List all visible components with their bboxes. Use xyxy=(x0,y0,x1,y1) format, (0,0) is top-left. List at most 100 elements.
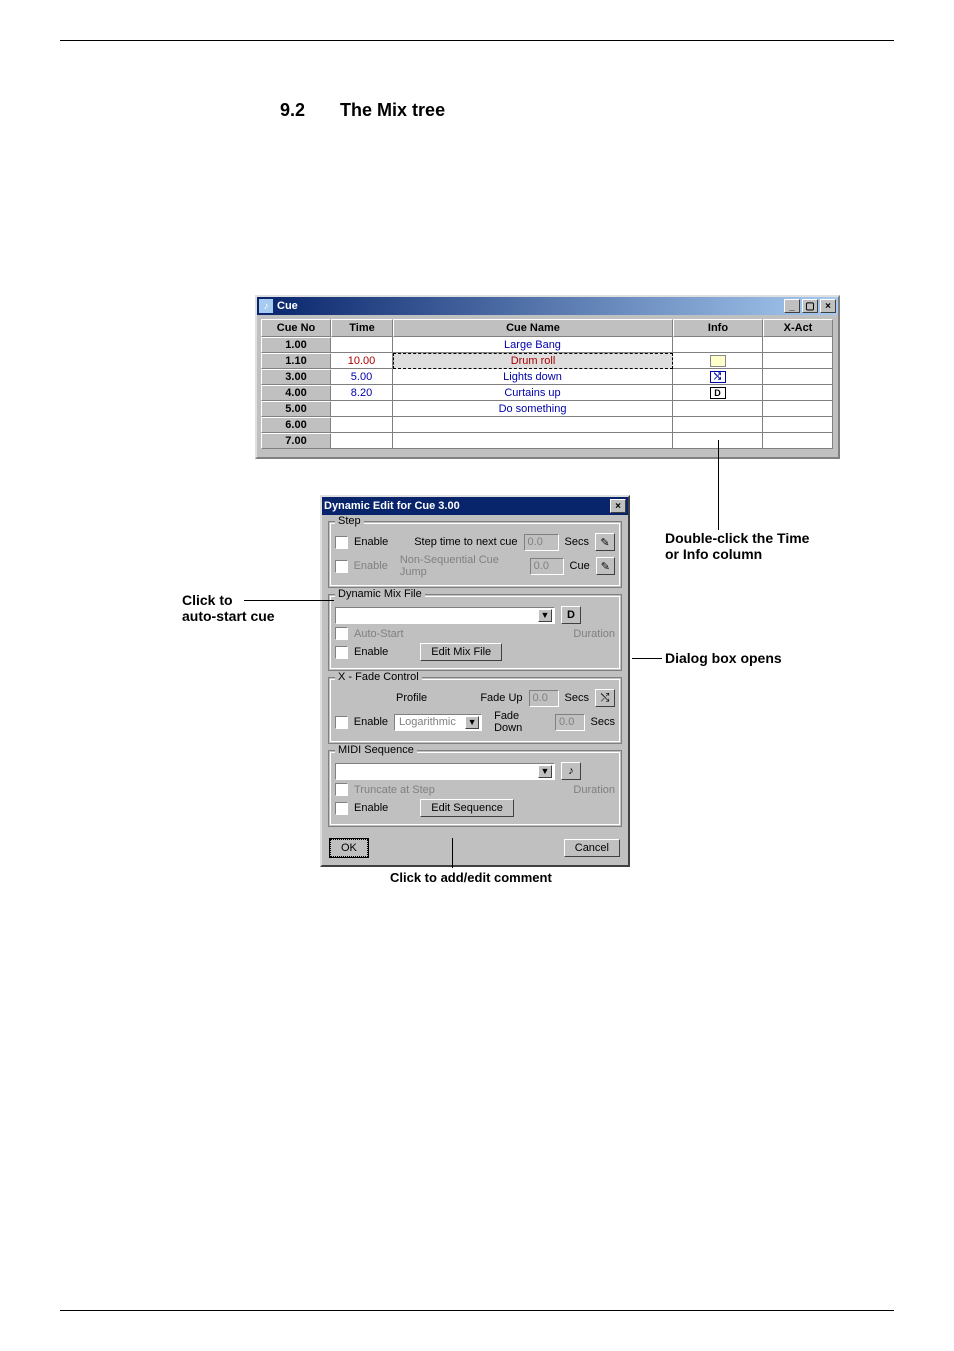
dynmix-enable-checkbox[interactable] xyxy=(335,646,348,659)
close-button[interactable]: × xyxy=(820,299,836,313)
midi-side-icon[interactable]: ♪ xyxy=(561,762,581,780)
dynmix-duration-label: Duration xyxy=(573,628,615,640)
row-header[interactable]: 3.00 xyxy=(261,369,331,385)
cell-cue-name[interactable]: Drum roll xyxy=(393,353,673,369)
annot-double-click-line2: or Info column xyxy=(665,546,809,562)
annot-double-click-line1: Double-click the Time xyxy=(665,530,809,546)
cell-xact[interactable] xyxy=(763,337,833,353)
section-heading: 9.2 The Mix tree xyxy=(280,100,445,121)
midi-legend: MIDI Sequence xyxy=(335,744,417,756)
cell-info[interactable] xyxy=(673,353,763,369)
nonseq-input[interactable]: 0.0 xyxy=(530,558,564,575)
cancel-button[interactable]: Cancel xyxy=(564,839,620,857)
cell-cue-name[interactable]: Large Bang xyxy=(393,337,673,353)
cell-info[interactable] xyxy=(673,417,763,433)
maximize-button[interactable]: ▢ xyxy=(802,299,818,313)
fade-up-input[interactable]: 0.0 xyxy=(529,690,559,707)
cell-time[interactable]: 8.20 xyxy=(331,385,393,401)
dialog-actions: OK Cancel xyxy=(322,833,628,865)
row-header[interactable]: 7.00 xyxy=(261,433,331,449)
step-enable-checkbox[interactable] xyxy=(335,536,348,549)
nonseq-label: Non-Sequential Cue Jump xyxy=(400,554,524,578)
xfade-side-icon[interactable]: ⤭ xyxy=(595,689,615,707)
connector-dialog-opens xyxy=(632,658,662,659)
cell-cue-name[interactable]: Lights down xyxy=(393,369,673,385)
cell-xact[interactable] xyxy=(763,401,833,417)
fade-down-label: Fade Down xyxy=(494,710,549,734)
midi-enable-checkbox[interactable] xyxy=(335,802,348,815)
dynmix-side-icon[interactable]: D xyxy=(561,606,581,624)
row-header[interactable]: 4.00 xyxy=(261,385,331,401)
autostart-checkbox[interactable] xyxy=(335,627,348,640)
cell-time[interactable] xyxy=(331,417,393,433)
chevron-down-icon: ▼ xyxy=(538,609,552,622)
cue-titlebar[interactable]: ♪ Cue _ ▢ × xyxy=(257,297,838,315)
cue-window-title: Cue xyxy=(277,300,298,312)
cell-time[interactable] xyxy=(331,401,393,417)
cell-info[interactable] xyxy=(673,337,763,353)
dynmix-legend: Dynamic Mix File xyxy=(335,588,425,600)
cell-info[interactable]: D xyxy=(673,385,763,401)
dialog-titlebar[interactable]: Dynamic Edit for Cue 3.00 × xyxy=(322,497,628,515)
midi-duration-label: Duration xyxy=(573,784,615,796)
connector-comment xyxy=(452,838,453,868)
row-header[interactable]: 1.10 xyxy=(261,353,331,369)
midi-file-select[interactable]: ▼ xyxy=(335,763,555,780)
ok-button[interactable]: OK xyxy=(330,839,368,857)
cell-time[interactable]: 10.00 xyxy=(331,353,393,369)
nonseq-icon-button[interactable]: ✎ xyxy=(596,557,615,575)
page-top-rule xyxy=(60,40,894,41)
connector-info-col xyxy=(718,440,719,530)
step-enable-label: Enable xyxy=(354,536,388,548)
xfade-enable-checkbox[interactable] xyxy=(335,716,348,729)
cell-xact[interactable] xyxy=(763,369,833,385)
minimize-button[interactable]: _ xyxy=(784,299,800,313)
row-header[interactable]: 6.00 xyxy=(261,417,331,433)
col-header-info[interactable]: Info xyxy=(673,319,763,337)
cell-time[interactable]: 5.00 xyxy=(331,369,393,385)
truncate-checkbox[interactable] xyxy=(335,783,348,796)
cell-cue-name[interactable]: Curtains up xyxy=(393,385,673,401)
row-header[interactable]: 5.00 xyxy=(261,401,331,417)
cell-cue-name[interactable]: Do something xyxy=(393,401,673,417)
xfade-enable-label: Enable xyxy=(354,716,388,728)
annot-dialog-opens-text: Dialog box opens xyxy=(665,650,782,666)
midi-enable-label: Enable xyxy=(354,802,388,814)
step-enable2-checkbox[interactable] xyxy=(335,560,348,573)
xfade-legend: X - Fade Control xyxy=(335,671,422,683)
cell-time[interactable] xyxy=(331,337,393,353)
truncate-label: Truncate at Step xyxy=(354,784,435,796)
section-title: The Mix tree xyxy=(340,100,445,120)
dynmix-file-select[interactable]: ▼ xyxy=(335,607,555,624)
step-time-input[interactable]: 0.0 xyxy=(524,534,559,551)
cell-xact[interactable] xyxy=(763,417,833,433)
col-header-xact[interactable]: X-Act xyxy=(763,319,833,337)
cell-xact[interactable] xyxy=(763,433,833,449)
col-header-time[interactable]: Time xyxy=(331,319,393,337)
col-header-cue-no[interactable]: Cue No xyxy=(261,319,331,337)
cell-cue-name[interactable] xyxy=(393,433,673,449)
profile-select[interactable]: Logarithmic ▼ xyxy=(394,714,482,731)
fade-up-label: Fade Up xyxy=(480,692,522,704)
col-header-cue-name[interactable]: Cue Name xyxy=(393,319,673,337)
cell-cue-name[interactable] xyxy=(393,417,673,433)
dyn-icon: D xyxy=(710,387,726,399)
cell-info[interactable] xyxy=(673,401,763,417)
edit-sequence-button[interactable]: Edit Sequence xyxy=(420,799,514,817)
cell-info[interactable]: ⤭ xyxy=(673,369,763,385)
dialog-close-button[interactable]: × xyxy=(610,499,626,513)
annot-add-comment: Click to add/edit comment xyxy=(390,870,552,885)
cell-xact[interactable] xyxy=(763,353,833,369)
profile-value: Logarithmic xyxy=(399,716,456,728)
annot-dialog-opens: Dialog box opens xyxy=(665,650,782,666)
cell-xact[interactable] xyxy=(763,385,833,401)
step-legend: Step xyxy=(335,515,364,527)
xfade-group: X - Fade Control Profile Fade Up 0.0 Sec… xyxy=(328,677,622,744)
row-header[interactable]: 1.00 xyxy=(261,337,331,353)
fade-down-input[interactable]: 0.0 xyxy=(555,714,584,731)
edit-mix-file-button[interactable]: Edit Mix File xyxy=(420,643,502,661)
cue-app-icon: ♪ xyxy=(259,299,273,313)
fade-down-unit: Secs xyxy=(591,716,615,728)
cell-time[interactable] xyxy=(331,433,393,449)
step-time-icon-button[interactable]: ✎ xyxy=(595,533,615,551)
